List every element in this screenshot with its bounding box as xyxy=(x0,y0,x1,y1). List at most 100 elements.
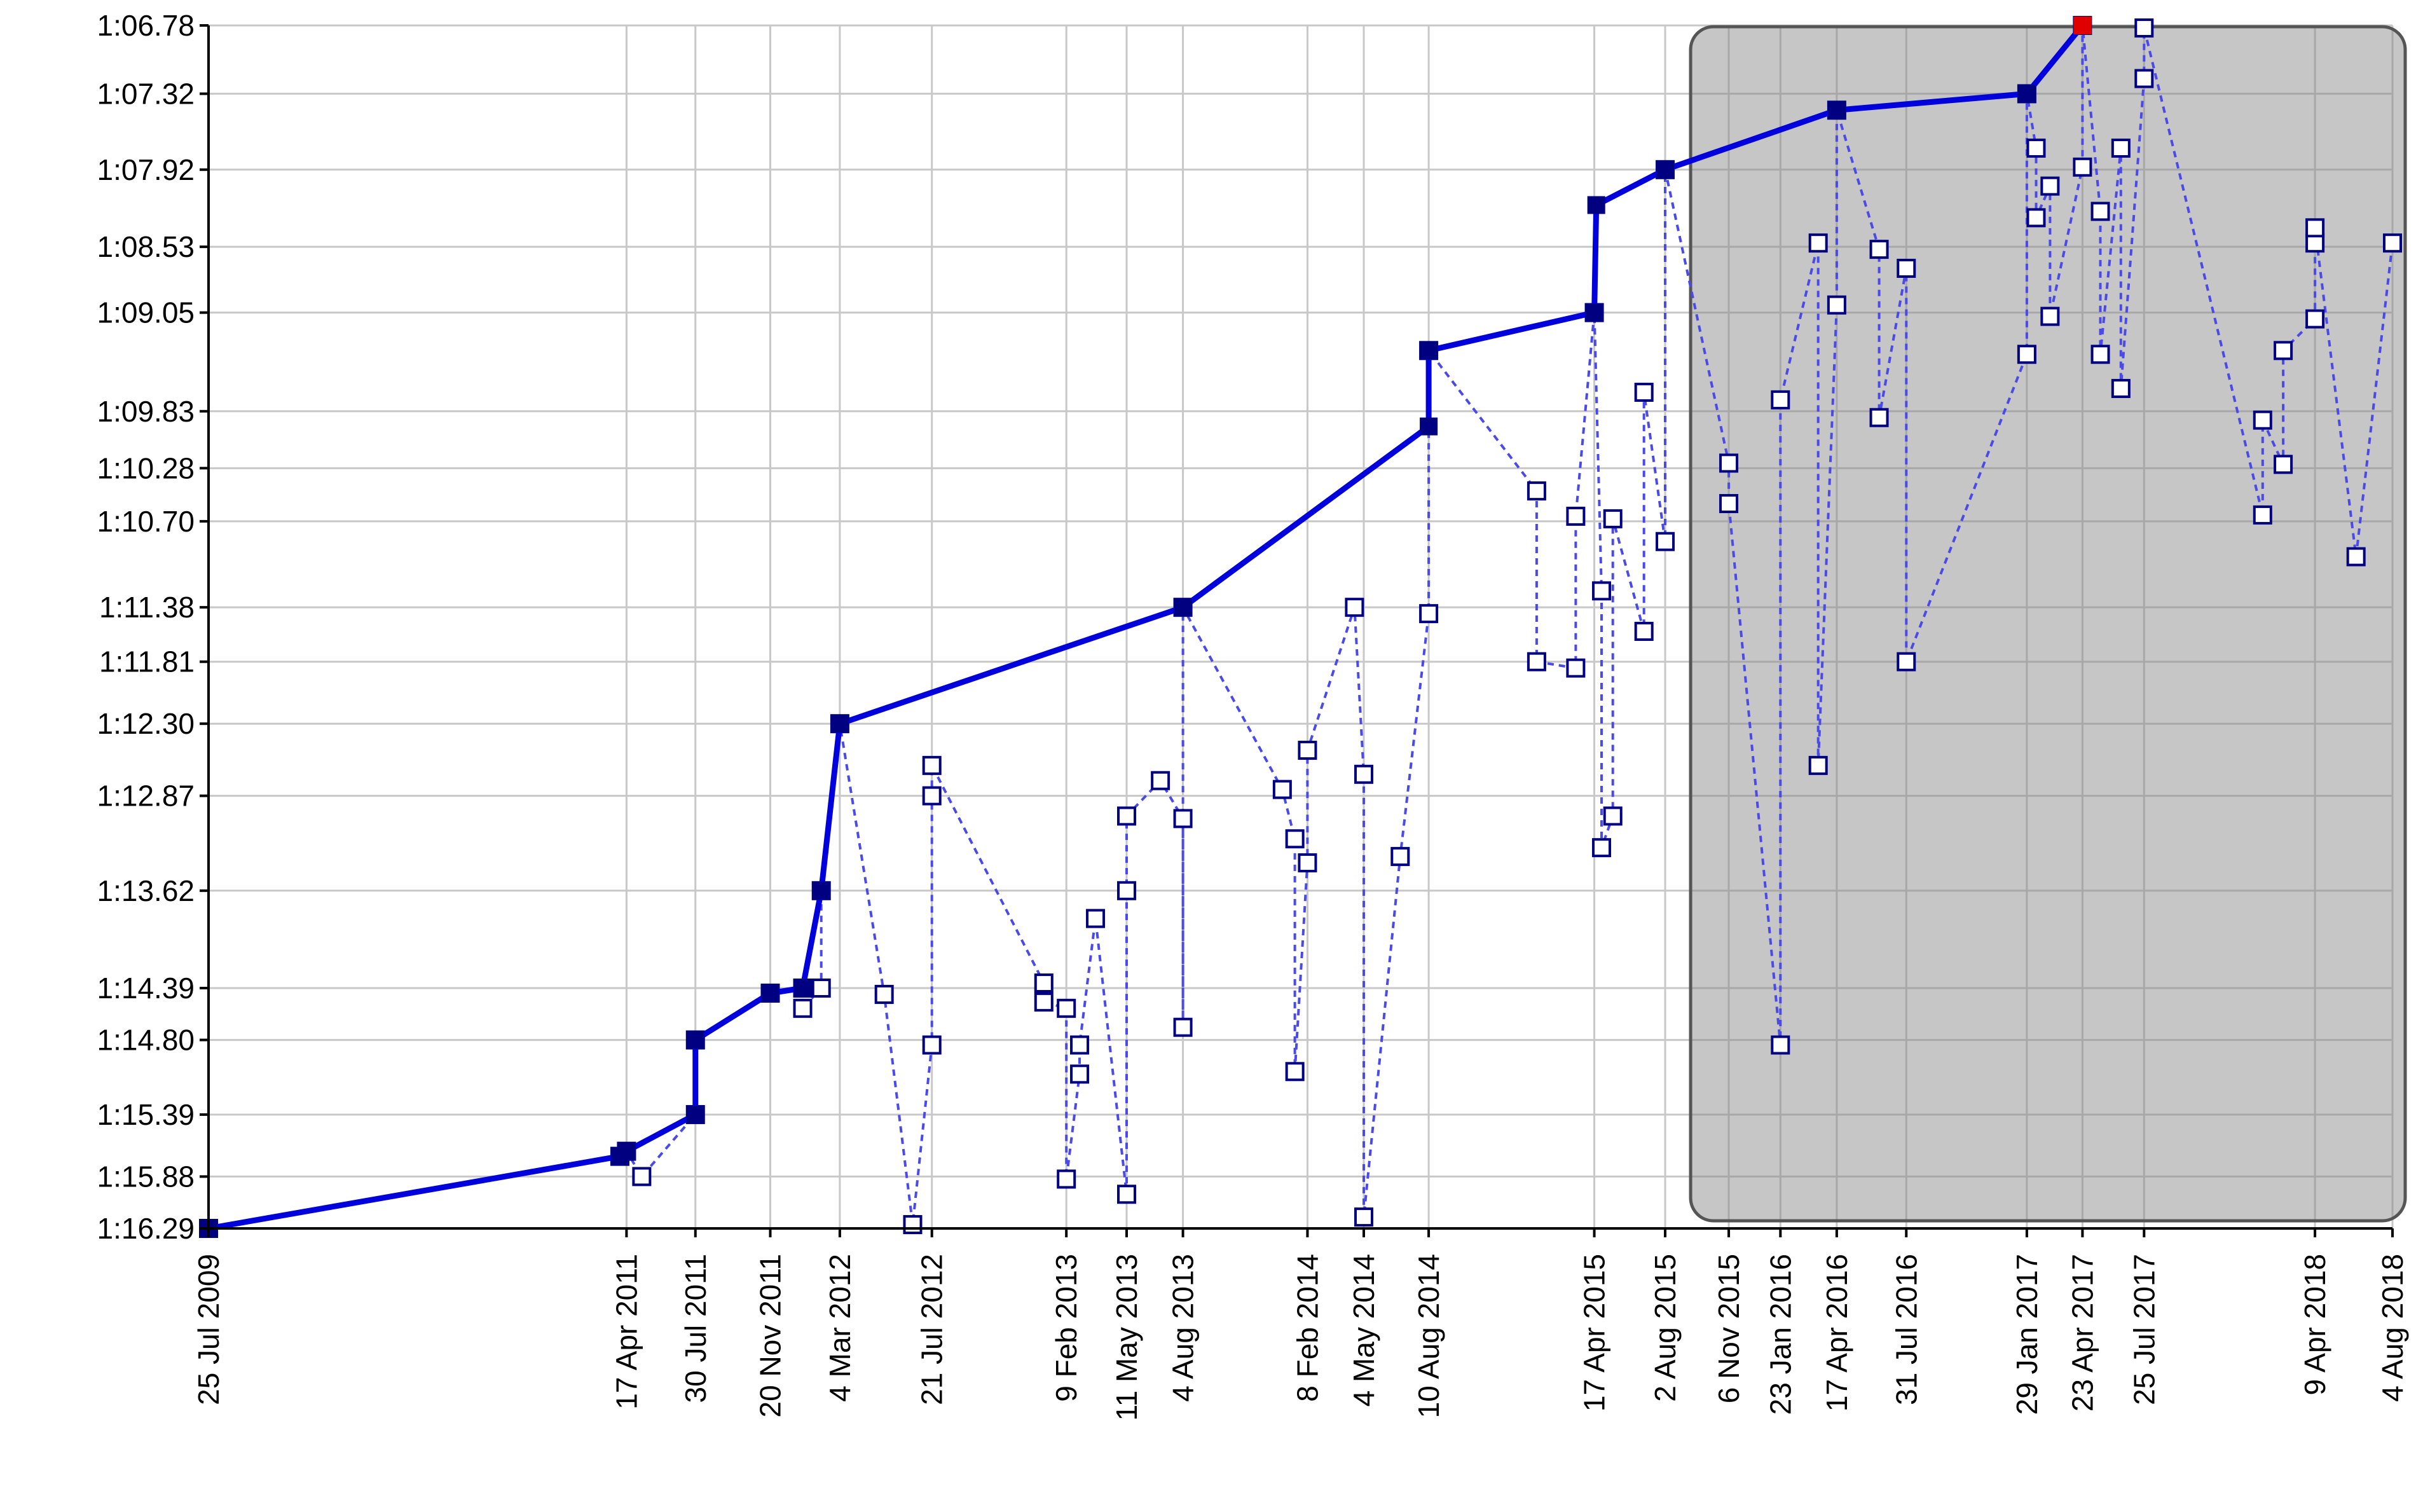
y-tick-label: 1:12.87 xyxy=(97,780,195,813)
series-all-point xyxy=(1070,1035,1090,1055)
y-tick-label: 1:06.78 xyxy=(97,9,195,42)
series-all-point xyxy=(1285,829,1305,849)
series-all-point xyxy=(2111,138,2131,158)
series-all-point xyxy=(2090,202,2110,221)
series-all-point xyxy=(2040,176,2060,196)
series-all-point xyxy=(2305,309,2325,329)
series-all-point xyxy=(2383,233,2402,253)
series-all-point xyxy=(2017,345,2036,364)
x-tick-label: 17 Apr 2015 xyxy=(1578,1254,1611,1412)
series-all-point xyxy=(1345,598,1364,617)
x-tick-label: 29 Jan 2017 xyxy=(2010,1254,2043,1415)
x-tick-label: 21 Jul 2012 xyxy=(916,1254,949,1405)
series-all-point xyxy=(1086,909,1106,928)
series-all-point xyxy=(1897,652,1916,671)
series-all-point xyxy=(1656,532,1675,551)
x-tick-label: 20 Nov 2011 xyxy=(753,1254,786,1417)
y-tick-label: 1:09.05 xyxy=(97,296,195,329)
series-all-point xyxy=(1634,382,1654,402)
series-all-point xyxy=(1057,1169,1076,1189)
series-all-point xyxy=(1603,509,1623,528)
y-tick-label: 1:11.81 xyxy=(99,645,195,678)
series-best-point xyxy=(1587,196,1605,214)
series-all-point xyxy=(1719,453,1739,473)
series-all-point xyxy=(1566,658,1586,678)
series-best-point xyxy=(1585,303,1603,322)
series-all-point xyxy=(1827,295,1846,315)
series-all-point xyxy=(2274,341,2293,361)
x-tick-label: 2 Aug 2015 xyxy=(1649,1254,1682,1402)
x-tick-label: 23 Jan 2016 xyxy=(1764,1254,1797,1415)
y-tick-label: 1:07.32 xyxy=(97,77,195,110)
series-all-point xyxy=(2073,157,2092,177)
series-all-point xyxy=(922,755,942,775)
series-all-point xyxy=(1771,1035,1790,1055)
series-best-point xyxy=(1827,101,1846,120)
highlight-region xyxy=(1689,25,2407,1223)
x-tick-label: 8 Feb 2014 xyxy=(1291,1254,1324,1402)
series-all-point xyxy=(2134,18,2154,38)
series-all-point xyxy=(1566,506,1586,526)
series-all-point xyxy=(903,1215,923,1235)
x-tick-label: 25 Jul 2009 xyxy=(192,1254,225,1405)
series-all-point xyxy=(1592,581,1612,601)
series-all-point xyxy=(1034,973,1054,993)
series-all-point xyxy=(2111,378,2131,398)
y-tick-label: 1:12.30 xyxy=(97,707,195,740)
series-all-point xyxy=(2274,455,2293,474)
x-tick-label: 17 Apr 2016 xyxy=(1820,1254,1853,1412)
y-tick-label: 1:11.38 xyxy=(99,591,195,624)
series-all-point xyxy=(2040,306,2060,326)
series-all-point xyxy=(2026,208,2046,228)
gridlines xyxy=(207,24,2394,1230)
series-all-point xyxy=(874,984,894,1004)
series-all-point xyxy=(1034,992,1054,1012)
x-tick-label: 11 May 2013 xyxy=(1110,1254,1143,1421)
series-best-point xyxy=(617,1142,636,1160)
x-tick-label: 9 Apr 2018 xyxy=(2298,1254,2331,1396)
series-best-point xyxy=(761,984,779,1002)
y-tick-label: 1:08.53 xyxy=(97,230,195,263)
series-all-point xyxy=(1419,604,1439,624)
series-all-point xyxy=(1354,764,1373,784)
series-best-point xyxy=(2017,85,2036,103)
y-tick-label: 1:07.92 xyxy=(97,153,195,186)
highlight-rect xyxy=(1689,25,2407,1223)
series-all-point xyxy=(1808,233,1828,253)
series-all-point xyxy=(1117,1185,1137,1204)
series-all-point xyxy=(1771,390,1790,409)
axes xyxy=(200,24,2394,1237)
series-all-line xyxy=(208,25,2394,1230)
series-best-point xyxy=(793,979,812,997)
x-tick-label: 30 Jul 2011 xyxy=(679,1254,712,1403)
series-all-point xyxy=(2346,547,2366,567)
x-tick-label: 4 Mar 2012 xyxy=(823,1254,856,1402)
y-tick-label: 1:13.62 xyxy=(97,874,195,907)
series-all-point xyxy=(1173,1017,1193,1037)
series-best-point xyxy=(1656,160,1675,179)
series-all-point xyxy=(1527,481,1546,501)
series-all-point xyxy=(632,1167,652,1186)
y-tick-label: 1:16.29 xyxy=(97,1212,195,1245)
series-all-point xyxy=(793,998,813,1018)
series-all-point xyxy=(1272,780,1292,799)
series-all-point xyxy=(1808,755,1828,775)
series-best-point xyxy=(812,881,830,900)
x-tick-label: 4 Aug 2013 xyxy=(1167,1254,1200,1402)
series-all-point xyxy=(2026,138,2046,158)
series-all-point xyxy=(1897,258,1916,278)
series-all-point xyxy=(922,786,942,806)
x-tick-label: 4 Aug 2018 xyxy=(2376,1254,2409,1402)
y-tick-label: 1:15.88 xyxy=(97,1160,195,1193)
series-all-point xyxy=(1151,771,1170,790)
series-best-line xyxy=(208,24,2085,1232)
y-tick-label: 1:09.83 xyxy=(97,395,195,428)
y-tick-label: 1:15.39 xyxy=(97,1098,195,1131)
x-tick-label: 9 Feb 2013 xyxy=(1050,1254,1083,1402)
series-best-point xyxy=(686,1105,704,1124)
series-all-point xyxy=(1719,494,1739,514)
series-all-point xyxy=(2305,218,2325,238)
series-all-point xyxy=(1390,847,1410,867)
x-tick-label: 25 Jul 2017 xyxy=(2127,1254,2160,1405)
x-tick-label: 4 May 2014 xyxy=(1347,1254,1380,1406)
